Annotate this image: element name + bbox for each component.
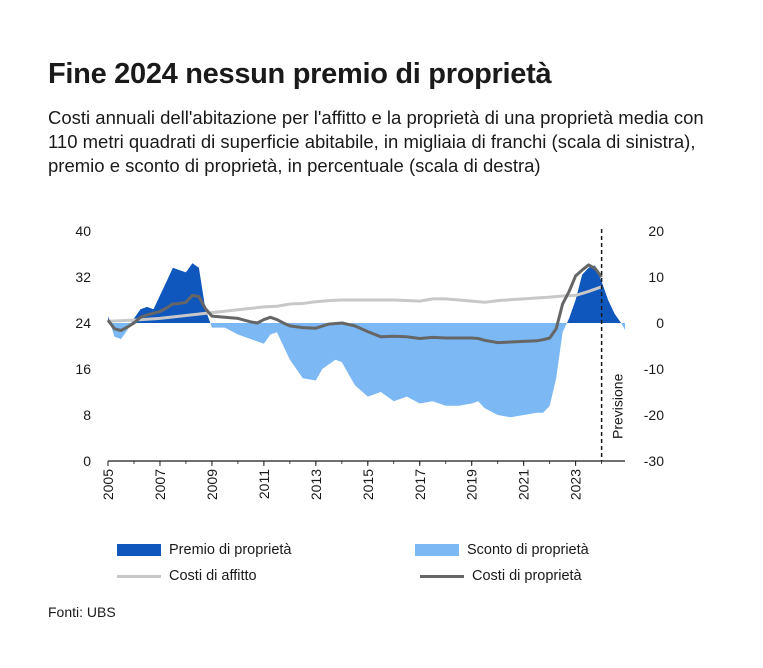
affitto-line xyxy=(107,285,603,323)
legend-item-premio: Premio di proprietà xyxy=(117,542,292,558)
y-right-tick-label: 0 xyxy=(656,315,664,331)
legend-label-proprieta: Costi di proprietà xyxy=(472,568,582,584)
y-right-tick-label: -30 xyxy=(644,453,664,469)
y-left-tick-label: 8 xyxy=(83,407,91,423)
legend-item-affitto: Costi di affitto xyxy=(117,568,257,584)
y-right-tick-label: 10 xyxy=(648,269,664,285)
x-tick-label: 2009 xyxy=(204,469,220,500)
y-left-tick-label: 32 xyxy=(75,269,91,285)
x-tick-label: 2015 xyxy=(360,469,376,500)
x-tick-label: 2011 xyxy=(256,469,272,499)
y-left-tick-label: 40 xyxy=(75,223,91,239)
legend-item-sconto: Sconto di proprietà xyxy=(415,542,589,558)
y-left-tick-label: 24 xyxy=(75,315,91,331)
forecast-label: Previsione xyxy=(610,373,626,439)
chart-subtitle: Costi annuali dell'abitazione per l'affi… xyxy=(48,107,704,176)
y-right-tick-label: 20 xyxy=(648,223,664,239)
x-tick-label: 2021 xyxy=(516,469,532,500)
y-left-tick-label: 16 xyxy=(75,361,91,377)
sconto-area xyxy=(108,323,625,418)
x-tick-label: 2007 xyxy=(152,469,168,500)
source-note: Fonti: UBS xyxy=(48,604,116,620)
legend-swatch-proprieta xyxy=(420,574,464,578)
legend-swatch-affitto xyxy=(117,574,161,578)
legend-swatch-sconto xyxy=(415,544,459,556)
proprieta-line xyxy=(106,263,603,345)
x-tick-label: 2019 xyxy=(464,469,480,500)
legend-swatch-premio xyxy=(117,544,161,556)
legend-item-proprieta: Costi di proprietà xyxy=(420,568,582,584)
y-right-tick-label: -10 xyxy=(644,361,664,377)
legend-label-sconto: Sconto di proprietà xyxy=(467,542,589,558)
y-left-tick-label: 0 xyxy=(83,453,91,469)
y-right-tick-label: -20 xyxy=(644,407,664,423)
legend-label-premio: Premio di proprietà xyxy=(169,542,292,558)
legend-label-affitto: Costi di affitto xyxy=(169,568,257,584)
x-tick-label: 2013 xyxy=(308,469,324,500)
x-tick-label: 2023 xyxy=(568,469,584,500)
x-tick-label: 2017 xyxy=(412,469,428,500)
x-tick-label: 2005 xyxy=(100,469,116,500)
chart-title: Fine 2024 nessun premio di proprietà xyxy=(48,58,552,90)
